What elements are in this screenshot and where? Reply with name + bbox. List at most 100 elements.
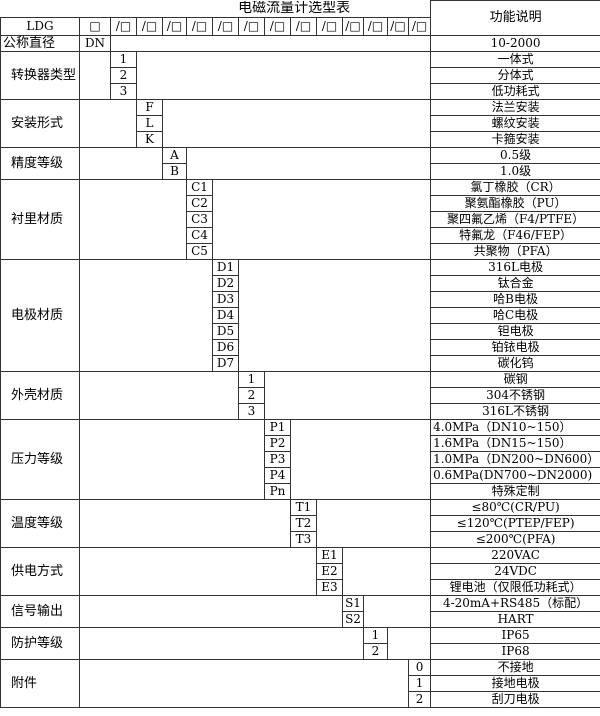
model-slot: /□ — [186, 16, 213, 36]
option-code: P3 — [264, 450, 291, 468]
first-slot: □ — [79, 16, 111, 36]
option-row: 电极材质 D1 316L电极 — [0, 258, 600, 372]
option-row: D6 铂铱电极 — [1, 338, 600, 356]
option-code: C2 — [186, 194, 213, 212]
option-row: S2 HART — [1, 610, 600, 628]
blank-cell — [263, 370, 432, 420]
option-row: P2 1.6MPa（DN15~150） — [1, 434, 600, 452]
option-row: B 1.0级 — [1, 162, 600, 180]
option-row: T3 ≤200℃(PFA) — [1, 530, 600, 548]
option-code: S2 — [342, 610, 364, 628]
option-description: 304不锈钢 — [430, 386, 600, 404]
option-code: D4 — [212, 306, 239, 324]
option-description: IP68 — [430, 642, 600, 660]
blank-cell — [79, 594, 343, 628]
option-code: 3 — [110, 82, 137, 100]
option-description: 哈B电极 — [430, 290, 600, 308]
option-description: 哈C电极 — [430, 306, 600, 324]
blank-cell — [211, 178, 432, 260]
option-code: A — [162, 146, 187, 164]
blank-cell — [79, 498, 291, 548]
blank-cell — [109, 34, 432, 52]
option-code: C3 — [186, 210, 213, 228]
option-description: 碳钢 — [430, 370, 600, 388]
option-description: 1.0MPa（DN200~DN600） — [430, 450, 600, 468]
group-label: 温度等级 — [0, 498, 80, 548]
option-row: 精度等级 A 0.5级 — [0, 146, 600, 180]
option-row: 安装形式 F 法兰安装 — [0, 98, 600, 148]
option-code: E3 — [316, 578, 343, 596]
model-slot: /□ — [407, 16, 432, 36]
nominal-label: 公称直径 — [0, 34, 80, 52]
blank-cell — [315, 498, 432, 548]
option-description: HART — [430, 610, 600, 628]
blank-cell — [79, 546, 317, 596]
option-description: 共聚物（PFA） — [430, 242, 600, 260]
nominal-desc: 10-2000 — [430, 34, 600, 52]
option-row: C3 聚四氟乙烯（F4/PTFE） — [1, 210, 600, 228]
option-row: Pn 特殊定制 — [1, 482, 600, 500]
option-description: 接地电极 — [430, 674, 600, 692]
option-description: IP65 — [430, 626, 600, 644]
option-description: 特氟龙（F46/FEP） — [430, 226, 600, 244]
option-description: 聚四氟乙烯（F4/PTFE） — [430, 210, 600, 228]
option-description: ≤120℃(PTEP/FEP) — [430, 514, 600, 532]
option-code: 1 — [407, 674, 432, 692]
option-code: Pn — [264, 482, 291, 500]
option-description: 聚氨酯橡胶（PU） — [430, 194, 600, 212]
option-row: 防护等级 1 IP65 — [0, 626, 600, 660]
option-code: T3 — [290, 530, 317, 548]
option-code: P4 — [264, 466, 291, 484]
model-slot: /□ — [290, 16, 317, 36]
option-description: 卡箍安装 — [430, 130, 600, 148]
option-description: 钛合金 — [430, 274, 600, 292]
option-description: 碳化钨 — [430, 354, 600, 372]
option-code: D3 — [212, 290, 239, 308]
option-row: 压力等级 P1 4.0MPa（DN10~150） — [0, 418, 600, 500]
option-row: P4 0.6MPa(DN700~DN2000) — [1, 466, 600, 484]
option-description: ≤200℃(PFA) — [430, 530, 600, 548]
option-code: 2 — [110, 66, 137, 84]
option-row: E3 锂电池（仅限低功耗式） — [1, 578, 600, 596]
blank-cell — [185, 146, 432, 180]
group-label: 外壳材质 — [0, 370, 80, 420]
option-description: 1.0级 — [430, 162, 600, 180]
blank-cell — [135, 50, 432, 100]
option-row: E2 24VDC — [1, 562, 600, 580]
table-title: 电磁流量计选型表 — [0, 0, 432, 18]
model-slot: /□ — [162, 16, 187, 36]
option-code: C4 — [186, 226, 213, 244]
blank-cell — [79, 146, 163, 180]
option-description: 刮刀电极 — [430, 690, 600, 708]
group-label: 电极材质 — [0, 258, 80, 372]
model-slot: /□ — [110, 16, 137, 36]
model-slot: /□ — [342, 16, 364, 36]
option-row: 供电方式 E1 220VAC — [0, 546, 600, 596]
blank-cell — [79, 626, 364, 660]
option-description: 4-20mA+RS485（标配） — [430, 594, 600, 612]
option-code: T2 — [290, 514, 317, 532]
option-code: E1 — [316, 546, 343, 564]
option-description: 特殊定制 — [430, 482, 600, 500]
blank-cell — [79, 370, 239, 420]
option-code: 0 — [407, 658, 432, 676]
option-code: 1 — [363, 626, 388, 644]
group-label: 安装形式 — [0, 98, 80, 148]
option-row: 衬里材质 C1 氯丁橡胶（CR） — [0, 178, 600, 260]
option-code: 3 — [238, 402, 265, 420]
option-code: D5 — [212, 322, 239, 340]
option-description: 一体式 — [430, 50, 600, 68]
option-code: K — [136, 130, 163, 148]
option-row: C5 共聚物（PFA） — [1, 242, 600, 260]
option-code: D7 — [212, 354, 239, 372]
model-prefix: LDG — [0, 16, 80, 36]
nominal-code: DN — [79, 34, 111, 52]
blank-cell — [79, 178, 187, 260]
model-slot: /□ — [316, 16, 343, 36]
option-description: 316L电极 — [430, 258, 600, 276]
option-code: P2 — [264, 434, 291, 452]
option-code: D6 — [212, 338, 239, 356]
blank-cell — [161, 98, 432, 148]
option-description: 0.6MPa(DN700~DN2000) — [430, 466, 600, 484]
